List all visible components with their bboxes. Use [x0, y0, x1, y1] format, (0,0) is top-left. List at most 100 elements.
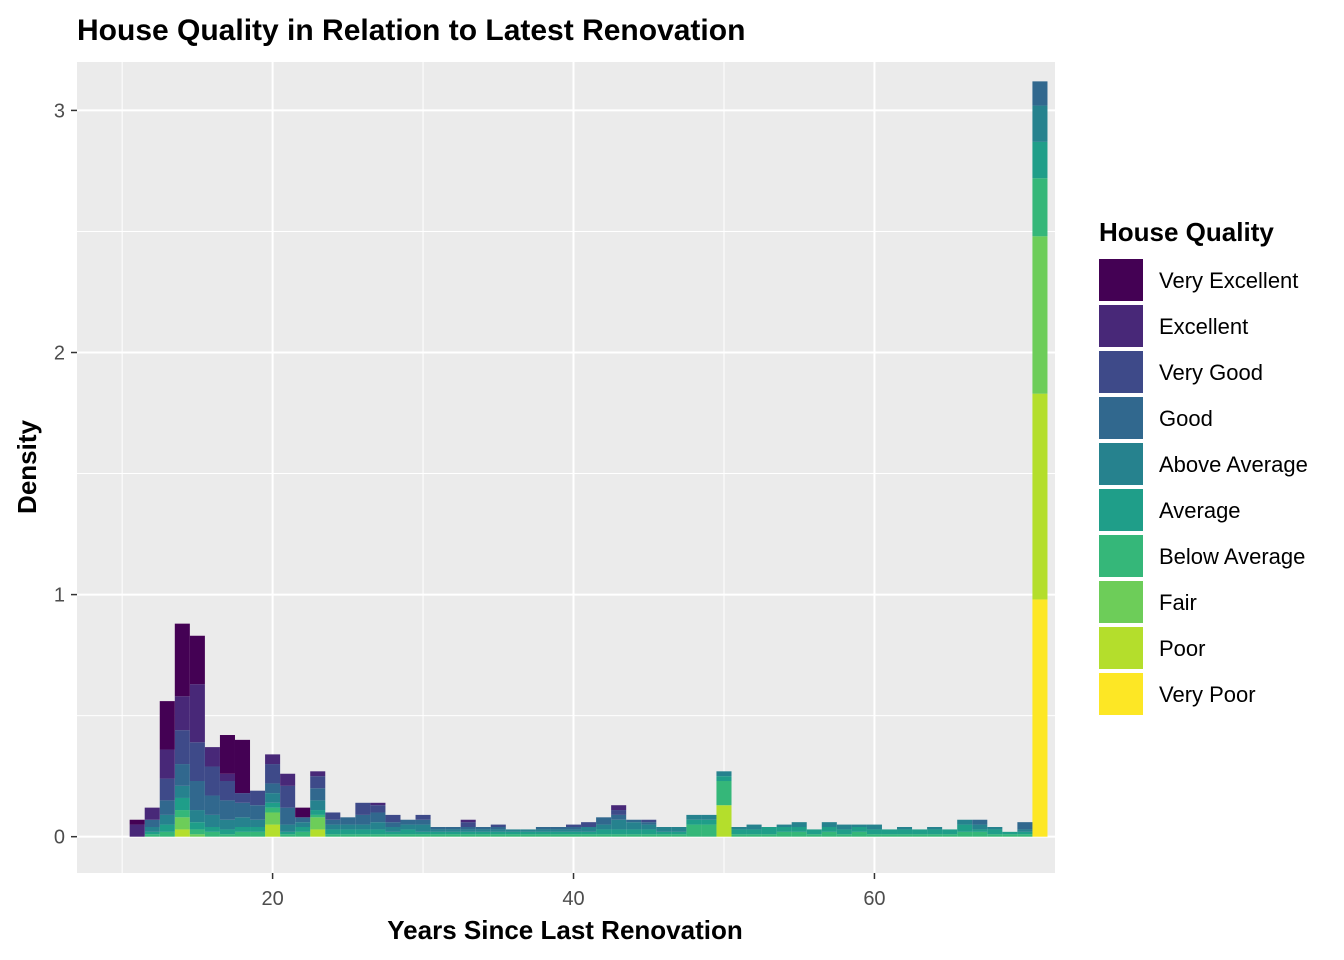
- bar-below-average: [581, 834, 597, 837]
- bar-average: [445, 831, 461, 835]
- bar-very-excellent: [159, 701, 175, 750]
- bar-average: [280, 831, 296, 835]
- bar-excellent: [129, 824, 145, 837]
- bar-good: [310, 788, 326, 801]
- bar-below-average: [234, 831, 251, 837]
- bar-very-excellent: [295, 807, 311, 818]
- bar-good: [535, 827, 551, 830]
- bar-good: [189, 781, 205, 811]
- legend-label: Very Excellent: [1159, 268, 1298, 293]
- bar-very-good: [265, 764, 281, 784]
- bar-below-average: [927, 834, 943, 837]
- bar-very-good: [355, 802, 371, 815]
- bar-average: [806, 829, 822, 835]
- bar-good: [972, 819, 988, 825]
- bar-good: [430, 827, 446, 830]
- bar-average: [776, 827, 792, 832]
- legend-label: Fair: [1159, 590, 1197, 615]
- bar-very-good: [325, 812, 341, 820]
- bar-above-average: [219, 819, 235, 830]
- bar-above-average: [626, 822, 642, 830]
- bar-good: [641, 822, 657, 825]
- legend-key: [1099, 673, 1143, 715]
- bar-below-average: [686, 824, 702, 837]
- bar-good: [475, 827, 491, 830]
- bar-very-good: [581, 822, 597, 828]
- bar-excellent: [144, 807, 160, 820]
- bar-very-good: [234, 793, 251, 803]
- bar-very-good: [204, 766, 220, 796]
- bar-above-average: [250, 819, 266, 828]
- bar-average: [611, 829, 627, 835]
- bar-below-average: [340, 834, 356, 837]
- legend-label: Excellent: [1159, 314, 1248, 339]
- bar-average: [716, 776, 732, 782]
- bar-very-good: [174, 730, 190, 765]
- y-tick-label: 1: [54, 585, 65, 607]
- bar-below-average: [550, 834, 566, 837]
- bar-fair: [265, 812, 281, 825]
- bar-poor: [265, 824, 281, 837]
- bar-good: [234, 802, 251, 818]
- bar-good: [566, 827, 582, 830]
- bar-very-excellent: [219, 735, 235, 774]
- bar-below-average: [716, 781, 732, 806]
- bar-below-average: [490, 834, 506, 837]
- bar-very-good: [219, 781, 235, 801]
- bar-below-average: [866, 834, 882, 837]
- plot-panel: [77, 62, 1055, 873]
- bar-average: [596, 829, 612, 835]
- x-tick-label: 40: [562, 888, 584, 910]
- bar-above-average: [415, 824, 431, 832]
- bar-very-good: [611, 810, 627, 815]
- bar-average: [866, 829, 882, 835]
- bar-excellent: [204, 747, 220, 767]
- bar-above-average: [280, 824, 296, 832]
- legend: House Quality Very Excellent Excellent Ver…: [1099, 217, 1308, 715]
- bar-above-average: [550, 829, 566, 832]
- bar-average: [942, 829, 958, 835]
- bar-average: [370, 829, 386, 835]
- bar-above-average: [325, 824, 341, 830]
- bar-above-average: [265, 793, 281, 803]
- bar-above-average: [927, 827, 943, 830]
- legend-key: [1099, 443, 1143, 485]
- panel-background: [77, 62, 1055, 873]
- bar-average: [686, 819, 702, 825]
- bar-below-average: [972, 831, 988, 837]
- bar-average: [746, 829, 762, 835]
- legend-label: Above Average: [1159, 452, 1308, 477]
- bar-very-excellent: [234, 739, 251, 794]
- legend-label: Very Good: [1159, 360, 1263, 385]
- legend-label: Good: [1159, 406, 1213, 431]
- bar-good: [219, 800, 235, 820]
- bar-poor: [716, 805, 732, 837]
- bar-above-average: [189, 810, 205, 823]
- bar-average: [355, 829, 371, 835]
- bar-above-average: [821, 822, 837, 828]
- bar-below-average: [987, 834, 1003, 837]
- bar-very-good: [415, 814, 431, 820]
- bar-below-average: [731, 834, 747, 837]
- bar-below-average: [460, 834, 476, 837]
- bar-fair: [174, 817, 190, 830]
- bar-below-average: [897, 834, 913, 837]
- bar-below-average: [159, 831, 175, 837]
- bar-good: [355, 814, 371, 825]
- bar-good: [265, 783, 281, 794]
- bar-average: [385, 831, 401, 835]
- bar-average: [1017, 831, 1033, 835]
- bar-average: [626, 829, 642, 835]
- bar-below-average: [851, 831, 867, 837]
- bar-excellent: [189, 684, 205, 743]
- bar-above-average: [731, 827, 747, 830]
- bar-good: [460, 827, 476, 830]
- bar-very-good: [370, 805, 386, 813]
- bar-above-average: [340, 824, 356, 830]
- bar-below-average: [1017, 834, 1033, 837]
- bar-average: [731, 829, 747, 835]
- bar-average: [972, 829, 988, 832]
- legend-label: Average: [1159, 498, 1241, 523]
- bar-poor: [1032, 393, 1048, 600]
- bar-average: [204, 827, 220, 832]
